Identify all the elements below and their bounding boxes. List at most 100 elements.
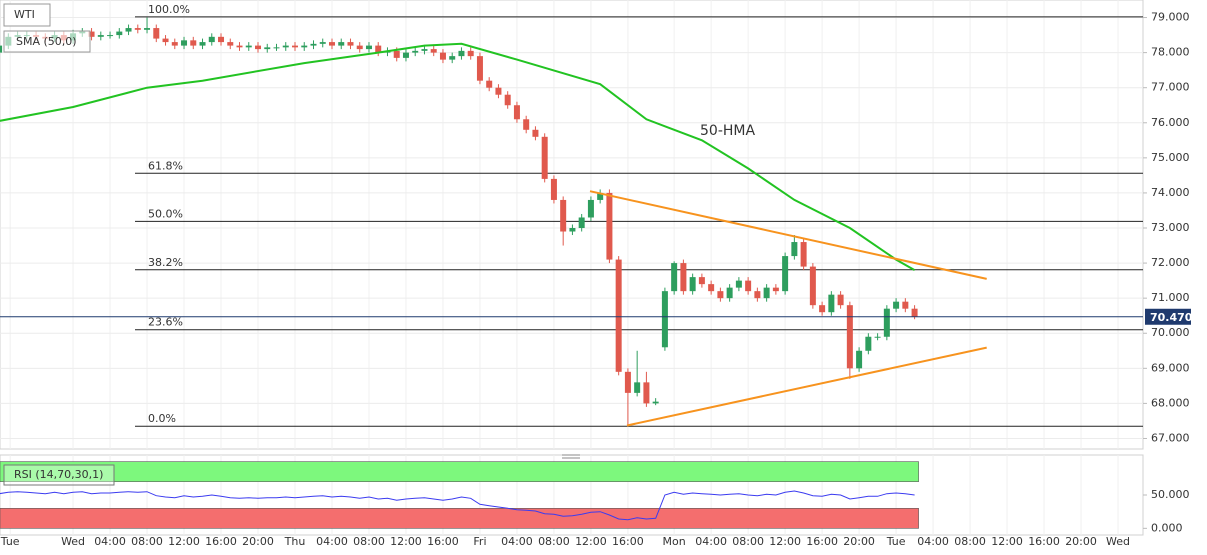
candle-body [523,119,530,130]
candle-body [328,42,335,46]
candle-body [597,192,604,200]
candle-body [458,50,465,57]
candle-body [634,382,641,393]
candle-body [883,308,890,337]
candle-body [449,56,456,60]
price-panel-frame [0,0,1144,450]
candle-body [273,47,280,49]
candle-body [393,50,400,58]
candle-body [671,263,678,292]
y-tick-label: 75.000 [1151,151,1190,164]
candle-body [338,42,345,46]
candle-body [893,301,900,309]
candle-body [97,35,104,37]
legend-box [3,30,91,53]
annotation: 50-HMA [700,123,755,139]
candle-body [439,52,446,60]
fib-label: 23.6% [148,316,183,329]
candle-body [236,45,243,48]
candle-body [745,280,752,292]
x-tick-label: 08:00 [732,535,764,548]
candle-body [828,294,835,313]
chart-title: WTI [14,8,35,21]
y-tick-label: 73.000 [1151,221,1190,234]
candle-body [255,45,262,50]
x-tick-label: Mon [663,535,686,548]
candle-body [347,42,354,46]
x-tick-label: Wed [1106,535,1130,548]
x-tick-label: 04:00 [94,535,126,548]
y-tick-label: 0.000 [1151,521,1183,534]
candle-body [504,94,511,106]
candle-body [911,308,918,317]
candle-body [717,291,724,299]
candle-body [291,45,298,48]
candle-body [550,178,557,200]
candle-body [689,277,696,292]
candle-body [800,242,807,267]
candle-body [162,38,169,43]
candle-body [754,291,761,299]
x-tick-label: 16:00 [1028,535,1060,548]
candle-body [624,371,631,393]
candle-body [199,42,206,46]
candle-body [116,31,123,36]
x-tick-label: 16:00 [806,535,838,548]
candle-body [264,47,271,50]
x-tick-label: Tue [0,535,20,548]
title-box [3,3,51,27]
rsi-zone [0,508,919,529]
candle-body [735,280,742,288]
trendline [626,346,987,427]
y-tick-label: 76.000 [1151,116,1190,129]
candle-body [837,294,844,306]
candle-body [680,263,687,292]
x-tick-label: Wed [61,535,85,548]
candle-body [532,129,539,137]
candle-body [218,36,225,43]
x-tick-label: 08:00 [353,535,385,548]
rsi-title: RSI (14,70,30,1) [14,468,103,481]
candle-body [615,259,622,372]
candle-body [107,35,114,37]
candle-body [782,256,789,292]
candle-body [190,40,197,46]
y-tick-label: 50.000 [1151,488,1190,501]
x-tick-label: 04:00 [501,535,533,548]
candle-body [652,401,659,404]
y-tick-label: 70.000 [1151,326,1190,339]
candle-body [708,284,715,292]
candle-body [698,277,705,285]
candle-body [643,382,650,404]
candle-body [578,217,585,229]
x-tick-label: Tue [886,535,906,548]
rsi-title-box [3,464,115,486]
y-tick-label: 74.000 [1151,186,1190,199]
candle-body [125,28,132,32]
x-tick-label: Fri [473,535,486,548]
candle-body [88,31,95,37]
rsi-zone [0,461,919,482]
candle-body [319,42,326,44]
y-tick-label: 72.000 [1151,256,1190,269]
legend-label: SMA (50,0) [16,35,77,48]
last-price-label: 70.470 [1150,311,1193,324]
x-tick-label: 08:00 [131,535,163,548]
candle-body [495,87,502,95]
x-tick-label: 04:00 [917,535,949,548]
y-tick-label: 67.000 [1151,431,1190,444]
ma-line [0,42,916,271]
candle-body [144,28,151,30]
candle-body [560,199,567,232]
candle-body [181,40,188,46]
y-tick-label: 71.000 [1151,291,1190,304]
candle-body [846,305,853,369]
fib-label: 61.8% [148,159,183,172]
trendline [589,190,987,280]
candle-body [874,336,881,338]
x-tick-label: 08:00 [954,535,986,548]
candle-body [412,50,419,53]
plot-layer: Tue Wed 04:00 08:00 12:00 16:00 20:00 Thu 04:00 0… [0,0,1193,548]
candle-body [819,305,826,313]
fib-label: 38.2% [148,256,183,269]
